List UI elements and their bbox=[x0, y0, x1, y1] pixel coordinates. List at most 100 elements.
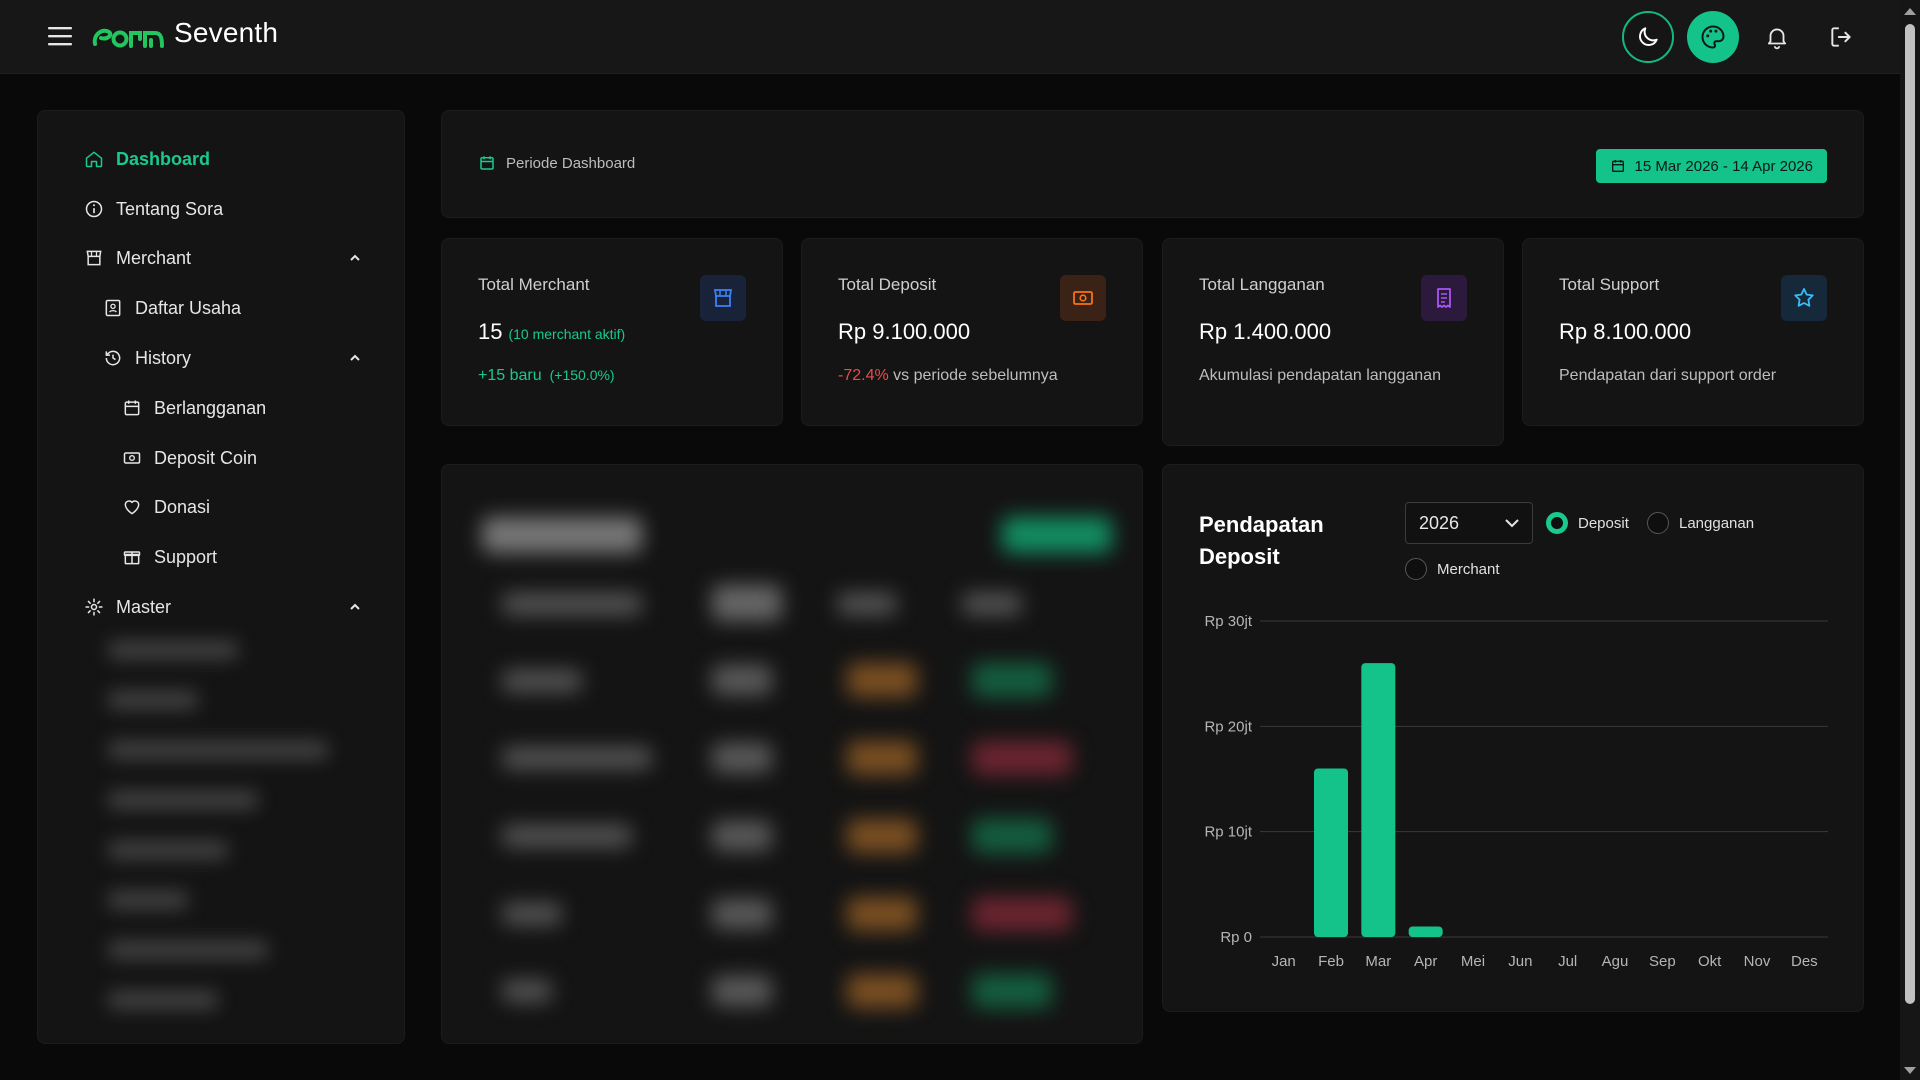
sidebar-item-master[interactable]: Master bbox=[84, 592, 362, 622]
stat-title: Total Langganan bbox=[1199, 275, 1325, 294]
stat-value: 15 (10 merchant aktif) bbox=[478, 319, 625, 345]
history-icon bbox=[103, 348, 123, 368]
chart-bar bbox=[1361, 663, 1396, 937]
chevron-up-icon bbox=[350, 354, 360, 361]
chart-title: Pendapatan Deposit bbox=[1199, 512, 1324, 569]
y-tick-label: Rp 0 bbox=[1220, 929, 1252, 946]
stat-foot: Pendapatan dari support order bbox=[1559, 367, 1777, 384]
scroll-up-arrow[interactable] bbox=[1904, 8, 1916, 15]
notifications-button[interactable] bbox=[1751, 11, 1803, 63]
y-tick-label: Rp 20jt bbox=[1204, 718, 1252, 735]
store-icon bbox=[84, 248, 104, 268]
calendar-icon bbox=[122, 398, 142, 418]
sidebar-item-tentang-sora[interactable]: Tentang Sora bbox=[84, 194, 394, 224]
sidebar-item-daftar-usaha[interactable]: Daftar Usaha bbox=[103, 293, 383, 323]
top-bar: Seventh bbox=[0, 0, 1900, 74]
revenue-chart-card: Pendapatan Deposit 2026 Deposit Langgana… bbox=[1162, 464, 1864, 1012]
chart-bar bbox=[1314, 768, 1348, 937]
logout-icon bbox=[1831, 27, 1851, 47]
scroll-down-arrow[interactable] bbox=[1904, 1067, 1916, 1074]
info-icon bbox=[84, 199, 104, 219]
radio-dot bbox=[1405, 558, 1427, 580]
stat-value: Rp 1.400.000 bbox=[1199, 319, 1332, 344]
gift-icon bbox=[122, 547, 142, 567]
date-range-button[interactable]: 15 Mar 2026 - 14 Apr 2026 bbox=[1595, 149, 1827, 183]
sidebar-item-berlangganan[interactable]: Berlangganan bbox=[122, 393, 372, 423]
receipt-icon bbox=[1421, 275, 1467, 321]
page-scrollbar[interactable] bbox=[1900, 0, 1920, 1080]
logout-button[interactable] bbox=[1815, 11, 1867, 63]
year-select[interactable]: 2026 bbox=[1405, 502, 1533, 544]
radio-deposit[interactable]: Deposit bbox=[1546, 512, 1629, 534]
x-tick-label: Mei bbox=[1461, 953, 1485, 970]
x-tick-label: Apr bbox=[1414, 953, 1437, 970]
sidebar-item-deposit-coin[interactable]: Deposit Coin bbox=[122, 443, 372, 473]
stat-foot: -72.4% vs periode sebelumnya bbox=[838, 365, 1118, 386]
theme-toggle-button[interactable] bbox=[1622, 11, 1674, 63]
palette-icon bbox=[1701, 25, 1725, 49]
stat-foot-sub: (+150.0%) bbox=[549, 367, 615, 383]
moon-icon bbox=[1639, 27, 1658, 46]
sidebar-item-support[interactable]: Support bbox=[122, 542, 372, 572]
contact-book-icon bbox=[103, 298, 123, 318]
x-tick-label: Nov bbox=[1744, 953, 1771, 970]
stat-card-total-deposit: Total Deposit Rp 9.100.000 -72.4% vs per… bbox=[801, 238, 1143, 426]
menu-icon[interactable] bbox=[47, 25, 73, 47]
sidebar-item-label: History bbox=[135, 347, 192, 368]
radio-label: Langganan bbox=[1679, 514, 1755, 532]
brand-name: Seventh bbox=[174, 17, 279, 48]
bell-icon bbox=[1767, 28, 1787, 50]
year-select-value: 2026 bbox=[1419, 512, 1460, 533]
scroll-thumb[interactable] bbox=[1905, 24, 1915, 1004]
brand-logo bbox=[91, 22, 167, 52]
stat-value: Rp 8.100.000 bbox=[1559, 319, 1692, 344]
heart-icon bbox=[122, 497, 142, 517]
stat-foot: Akumulasi pendapatan langganan bbox=[1199, 367, 1441, 384]
radio-langganan[interactable]: Langganan bbox=[1647, 512, 1754, 534]
sidebar-item-dashboard[interactable]: Dashboard bbox=[84, 144, 394, 174]
stat-card-total-support: Total Support Rp 8.100.000 Pendapatan da… bbox=[1522, 238, 1864, 426]
banknote-icon bbox=[1060, 275, 1106, 321]
x-tick-label: Feb bbox=[1318, 953, 1344, 970]
chart-bar bbox=[1408, 926, 1443, 937]
sidebar-item-label: Berlangganan bbox=[154, 397, 267, 418]
x-tick-label: Des bbox=[1791, 953, 1818, 970]
stat-foot: +15 baru (+150.0%) bbox=[478, 365, 758, 386]
period-label: Periode Dashboard bbox=[478, 154, 635, 172]
stat-value-main: 15 bbox=[478, 319, 503, 344]
radio-merchant[interactable]: Merchant bbox=[1405, 558, 1500, 580]
sidebar-item-label: Deposit Coin bbox=[154, 447, 258, 468]
banknote-icon bbox=[122, 448, 142, 468]
stat-value-sub: (10 merchant aktif) bbox=[508, 326, 626, 342]
x-tick-label: Jul bbox=[1558, 953, 1577, 970]
home-icon bbox=[84, 149, 104, 169]
blurred-submenu bbox=[78, 631, 378, 1031]
stat-foot-change: -72.4% bbox=[838, 367, 889, 384]
radio-dot bbox=[1647, 512, 1669, 534]
chevron-up-icon bbox=[350, 254, 360, 261]
x-tick-label: Sep bbox=[1649, 953, 1676, 970]
x-tick-label: Okt bbox=[1698, 953, 1722, 970]
sidebar-item-donasi[interactable]: Donasi bbox=[122, 492, 372, 522]
y-tick-label: Rp 10jt bbox=[1204, 824, 1252, 841]
stat-foot-text: vs periode sebelumnya bbox=[888, 367, 1058, 384]
palette-button[interactable] bbox=[1687, 11, 1739, 63]
sidebar-item-history[interactable]: History bbox=[103, 343, 362, 373]
sidebar-item-label: Tentang Sora bbox=[116, 198, 224, 219]
sidebar-item-label: Dashboard bbox=[116, 148, 211, 169]
stat-foot-main: +15 baru bbox=[478, 367, 542, 384]
blurred-table-card bbox=[441, 464, 1143, 1044]
sidebar-item-label: Donasi bbox=[154, 496, 211, 517]
sidebar-item-label: Master bbox=[116, 596, 172, 617]
stat-title: Total Deposit bbox=[838, 275, 937, 294]
chevron-up-icon bbox=[350, 603, 360, 610]
x-tick-label: Mar bbox=[1365, 953, 1391, 970]
calendar-icon bbox=[1611, 160, 1624, 172]
blurred-table bbox=[442, 465, 1142, 1043]
radio-label: Merchant bbox=[1437, 560, 1500, 578]
radio-dot bbox=[1546, 512, 1568, 534]
stat-card-total-langganan: Total Langganan Rp 1.400.000 Akumulasi p… bbox=[1162, 238, 1504, 446]
gear-icon bbox=[84, 597, 104, 617]
sidebar-item-label: Daftar Usaha bbox=[135, 297, 242, 318]
sidebar-item-merchant[interactable]: Merchant bbox=[84, 243, 362, 273]
